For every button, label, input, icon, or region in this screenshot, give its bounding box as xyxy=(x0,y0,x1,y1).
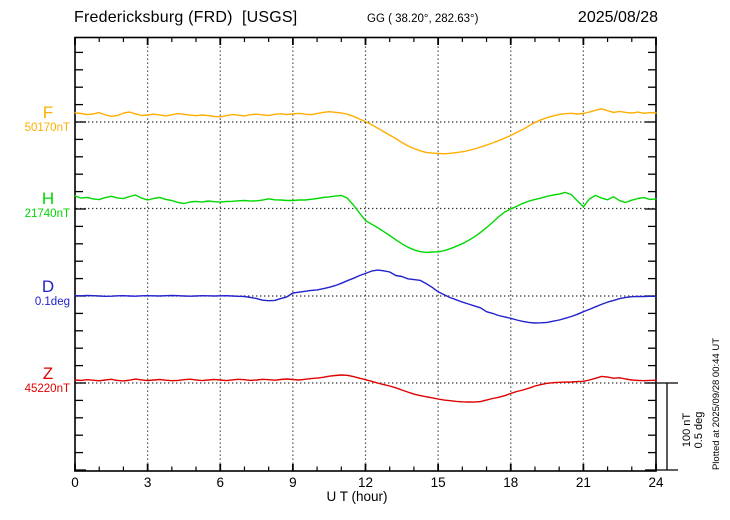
x-tick-label-3: 3 xyxy=(144,475,152,490)
series-baseline-D: 0.1deg xyxy=(34,296,70,308)
series-label-D: D 0.1deg xyxy=(0,278,70,309)
x-tick-label-6: 6 xyxy=(216,475,224,490)
series-letter-Z: Z xyxy=(42,364,54,383)
plot-date: 2025/08/28 xyxy=(577,9,658,26)
trace-H xyxy=(74,191,657,254)
x-tick-label-12: 12 xyxy=(358,475,373,490)
x-axis-label: U T (hour) xyxy=(326,489,388,504)
plotted-at-note: Plotted at 2025/09/28 00:44 UT xyxy=(711,337,722,471)
trace-Z xyxy=(74,374,657,403)
series-label-F: F 50170nT xyxy=(0,104,70,135)
x-tick-label-9: 9 xyxy=(289,475,297,490)
trace-F xyxy=(74,108,657,155)
trace-D xyxy=(74,269,657,324)
series-label-Z: Z 45220nT xyxy=(0,365,70,396)
series-letter-H: H xyxy=(41,189,55,208)
series-letter-D: D xyxy=(41,277,55,296)
x-tick-label-24: 24 xyxy=(648,475,664,490)
x-tick-label-21: 21 xyxy=(576,475,591,490)
x-tick-label-0: 0 xyxy=(71,475,79,490)
series-label-H: H 21740nT xyxy=(0,190,70,221)
geographic-coords: GG ( 38.20°, 282.63°) xyxy=(367,13,479,25)
station-title: Fredericksburg (FRD) [USGS] xyxy=(74,9,298,26)
plot-frame xyxy=(74,36,657,472)
x-tick-label-18: 18 xyxy=(503,475,518,490)
scale-bar-nt: 100 nT xyxy=(681,412,693,448)
series-letter-F: F xyxy=(42,103,54,122)
series-baseline-F: 50170nT xyxy=(24,122,70,134)
scale-bar-deg: 0.5 deg xyxy=(692,411,705,449)
series-baseline-Z: 45220nT xyxy=(24,383,70,395)
scale-bar-label: 100 nT 0.5 deg xyxy=(681,400,706,460)
x-tick-label-15: 15 xyxy=(431,475,446,490)
series-baseline-H: 21740nT xyxy=(24,208,70,220)
